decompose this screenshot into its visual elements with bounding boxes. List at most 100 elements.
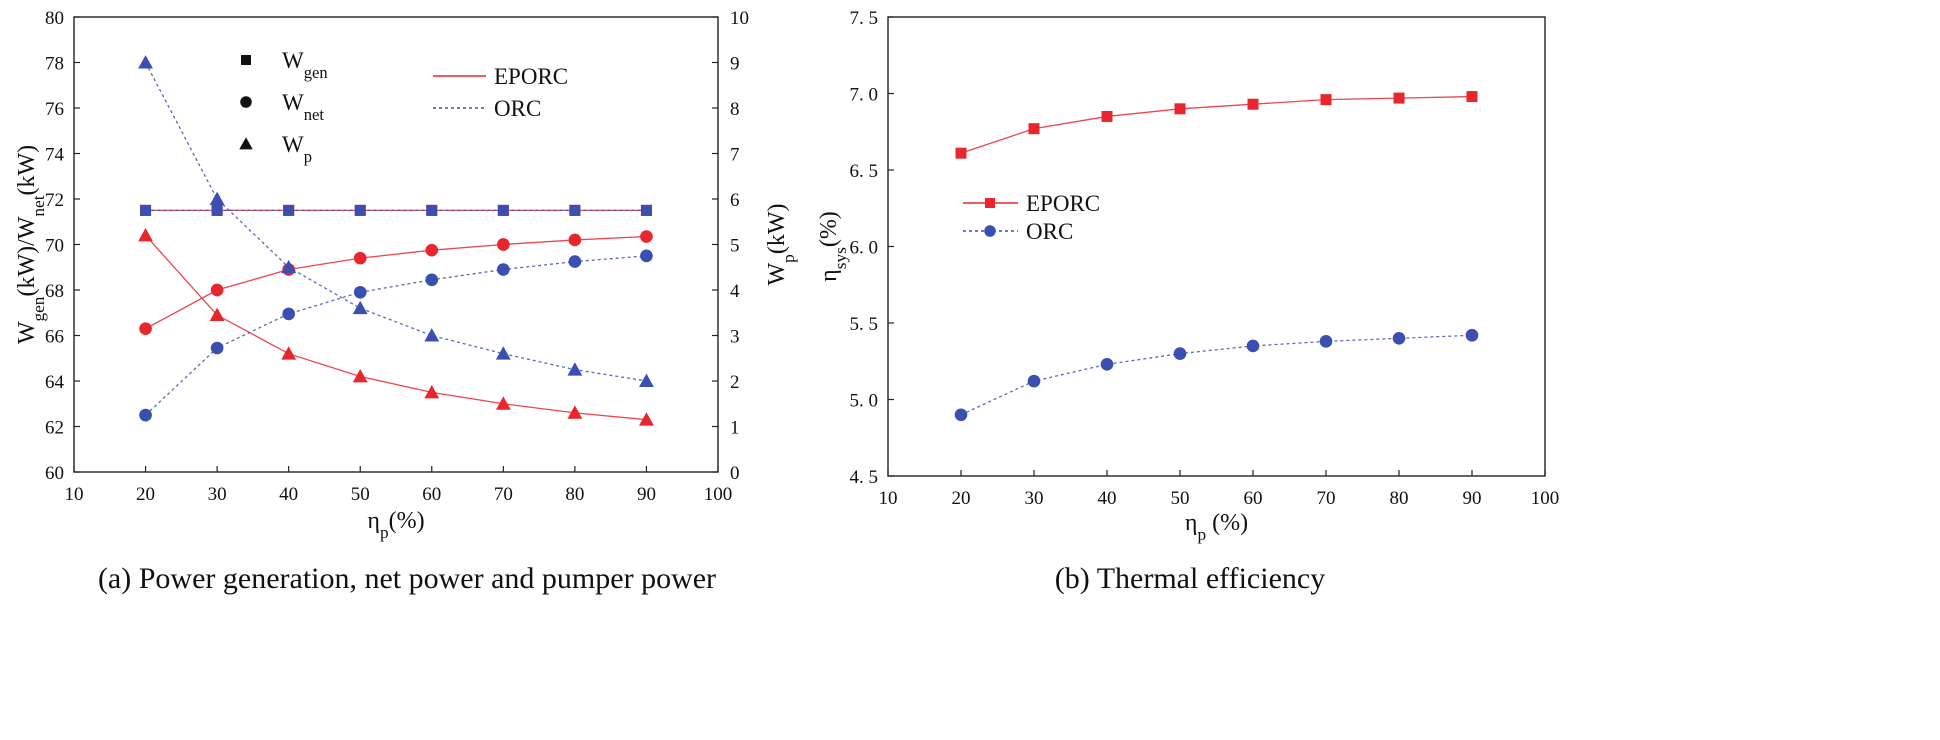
data-point bbox=[282, 307, 295, 321]
x-tick-label: 100 bbox=[1531, 488, 1560, 509]
data-point bbox=[211, 204, 223, 216]
x-axis-title-sub: p bbox=[380, 523, 389, 542]
series-line-4 bbox=[145, 234, 647, 421]
x-tick-label: 70 bbox=[494, 484, 513, 505]
x-tick-label: 20 bbox=[136, 484, 155, 505]
y-left-tick-label: 80 bbox=[45, 8, 64, 29]
legend-line-label: EPORC bbox=[494, 64, 568, 89]
data-point bbox=[640, 204, 652, 216]
y-tick-label: 6. 0 bbox=[850, 238, 879, 259]
data-point bbox=[1392, 331, 1406, 345]
series-line-5 bbox=[144, 62, 647, 382]
data-point bbox=[1101, 110, 1113, 122]
plot-frame bbox=[73, 16, 719, 473]
x-axis-title: ηp (%) bbox=[1185, 510, 1248, 544]
data-point bbox=[352, 369, 368, 383]
caption-a: (a) Power generation, net power and pump… bbox=[98, 562, 716, 595]
data-point bbox=[1393, 92, 1405, 104]
data-point bbox=[1100, 357, 1114, 371]
x-tick-label: 50 bbox=[351, 484, 370, 505]
data-point bbox=[209, 191, 225, 205]
x-tick-label: 90 bbox=[637, 484, 656, 505]
data-point bbox=[283, 204, 295, 216]
data-point bbox=[640, 230, 653, 243]
data-point bbox=[567, 405, 583, 419]
chart-thermal-efficiency: 10 20 30 40 50 60 70 80 90 100 4. 5 5. 0 5. 5 6. 0 6. … bbox=[816, 8, 1559, 595]
data-point bbox=[1466, 91, 1478, 103]
x-tick-label: 60 bbox=[422, 484, 441, 505]
y-left-axis-title-part: W bbox=[14, 321, 40, 344]
y-axis-title: ηsys(%) bbox=[816, 211, 850, 282]
data-point bbox=[497, 263, 510, 276]
data-point bbox=[639, 373, 654, 387]
chart-power: 10 20 30 40 50 60 70 80 90 1006062646668707274767… bbox=[14, 8, 798, 595]
data-point bbox=[954, 408, 968, 422]
y-axis-title-sub: sys bbox=[831, 247, 850, 269]
legend-marker-label-sub: gen bbox=[304, 63, 329, 82]
legend-marker-triangle bbox=[239, 137, 253, 150]
x-tick-label: 100 bbox=[704, 484, 733, 505]
y-right-tick-label: 7 bbox=[730, 145, 740, 166]
legend-marker-label: Wp bbox=[282, 132, 312, 166]
y-right-axis-title-part: W bbox=[764, 262, 790, 285]
data-point bbox=[497, 238, 510, 251]
y-left-tick-label: 62 bbox=[45, 418, 64, 439]
y-right-tick-label: 3 bbox=[730, 327, 740, 348]
y-right-tick-label: 8 bbox=[730, 99, 740, 120]
x-tick-label: 40 bbox=[279, 484, 298, 505]
y-left-axis-title-sub: net bbox=[29, 195, 48, 216]
series-line-0 bbox=[960, 95, 1473, 154]
data-point bbox=[495, 346, 511, 360]
y-left-tick-label: 66 bbox=[45, 327, 64, 348]
x-tick-label: 80 bbox=[565, 484, 584, 505]
x-tick-label: 80 bbox=[1390, 488, 1409, 509]
data-point bbox=[281, 346, 297, 360]
y-right-tick-label: 5 bbox=[730, 236, 740, 257]
legend-marker-label-sub: net bbox=[304, 105, 325, 124]
y-tick-label: 7. 0 bbox=[850, 85, 879, 106]
data-point bbox=[352, 300, 368, 315]
data-point bbox=[1174, 103, 1186, 115]
data-point bbox=[1320, 94, 1332, 106]
y-axis-title-part: η bbox=[816, 269, 842, 282]
x-tick-label: 20 bbox=[952, 488, 971, 509]
legend-marker bbox=[985, 198, 995, 208]
data-point bbox=[640, 249, 653, 263]
x-axis-title-part: η bbox=[367, 508, 380, 534]
y-right-axis-title: Wp(kW) bbox=[764, 204, 798, 286]
data-point bbox=[1173, 347, 1187, 360]
y-left-tick-label: 70 bbox=[45, 236, 64, 257]
data-point bbox=[139, 408, 152, 422]
y-left-axis-title-part: (kW)/W bbox=[14, 216, 40, 296]
y-left-tick-label: 76 bbox=[45, 99, 64, 120]
y-right-tick-label: 2 bbox=[730, 372, 740, 393]
data-point bbox=[140, 204, 152, 216]
y-tick-label: 5. 5 bbox=[850, 314, 879, 335]
data-point bbox=[1465, 328, 1479, 342]
x-axis-title-part: η bbox=[1185, 510, 1198, 536]
y-right-tick-label: 4 bbox=[730, 281, 740, 302]
legend-marker-label-part: W bbox=[282, 48, 304, 73]
y-tick-label: 7. 5 bbox=[850, 8, 879, 29]
y-right-tick-label: 1 bbox=[730, 418, 740, 439]
series-line-2 bbox=[145, 235, 647, 330]
data-point bbox=[1027, 374, 1041, 388]
x-tick-label: 10 bbox=[65, 484, 84, 505]
data-point bbox=[426, 204, 438, 216]
data-point bbox=[210, 283, 224, 297]
x-axis-title-part: (%) bbox=[389, 508, 425, 534]
data-point bbox=[1246, 339, 1260, 353]
data-point bbox=[639, 412, 654, 426]
legend-marker-label-part: W bbox=[282, 132, 304, 157]
data-point bbox=[495, 396, 511, 410]
x-tick-label: 10 bbox=[879, 488, 898, 509]
legend-marker bbox=[984, 225, 996, 237]
series-line-1 bbox=[960, 334, 1473, 416]
y-axis-title-part: (%) bbox=[816, 211, 842, 247]
data-point bbox=[353, 251, 367, 265]
y-left-tick-label: 72 bbox=[45, 190, 64, 211]
data-point bbox=[1319, 335, 1333, 348]
legend-marker-label-part: W bbox=[282, 90, 304, 115]
y-tick-label: 4. 5 bbox=[850, 467, 879, 488]
data-point bbox=[569, 204, 581, 216]
